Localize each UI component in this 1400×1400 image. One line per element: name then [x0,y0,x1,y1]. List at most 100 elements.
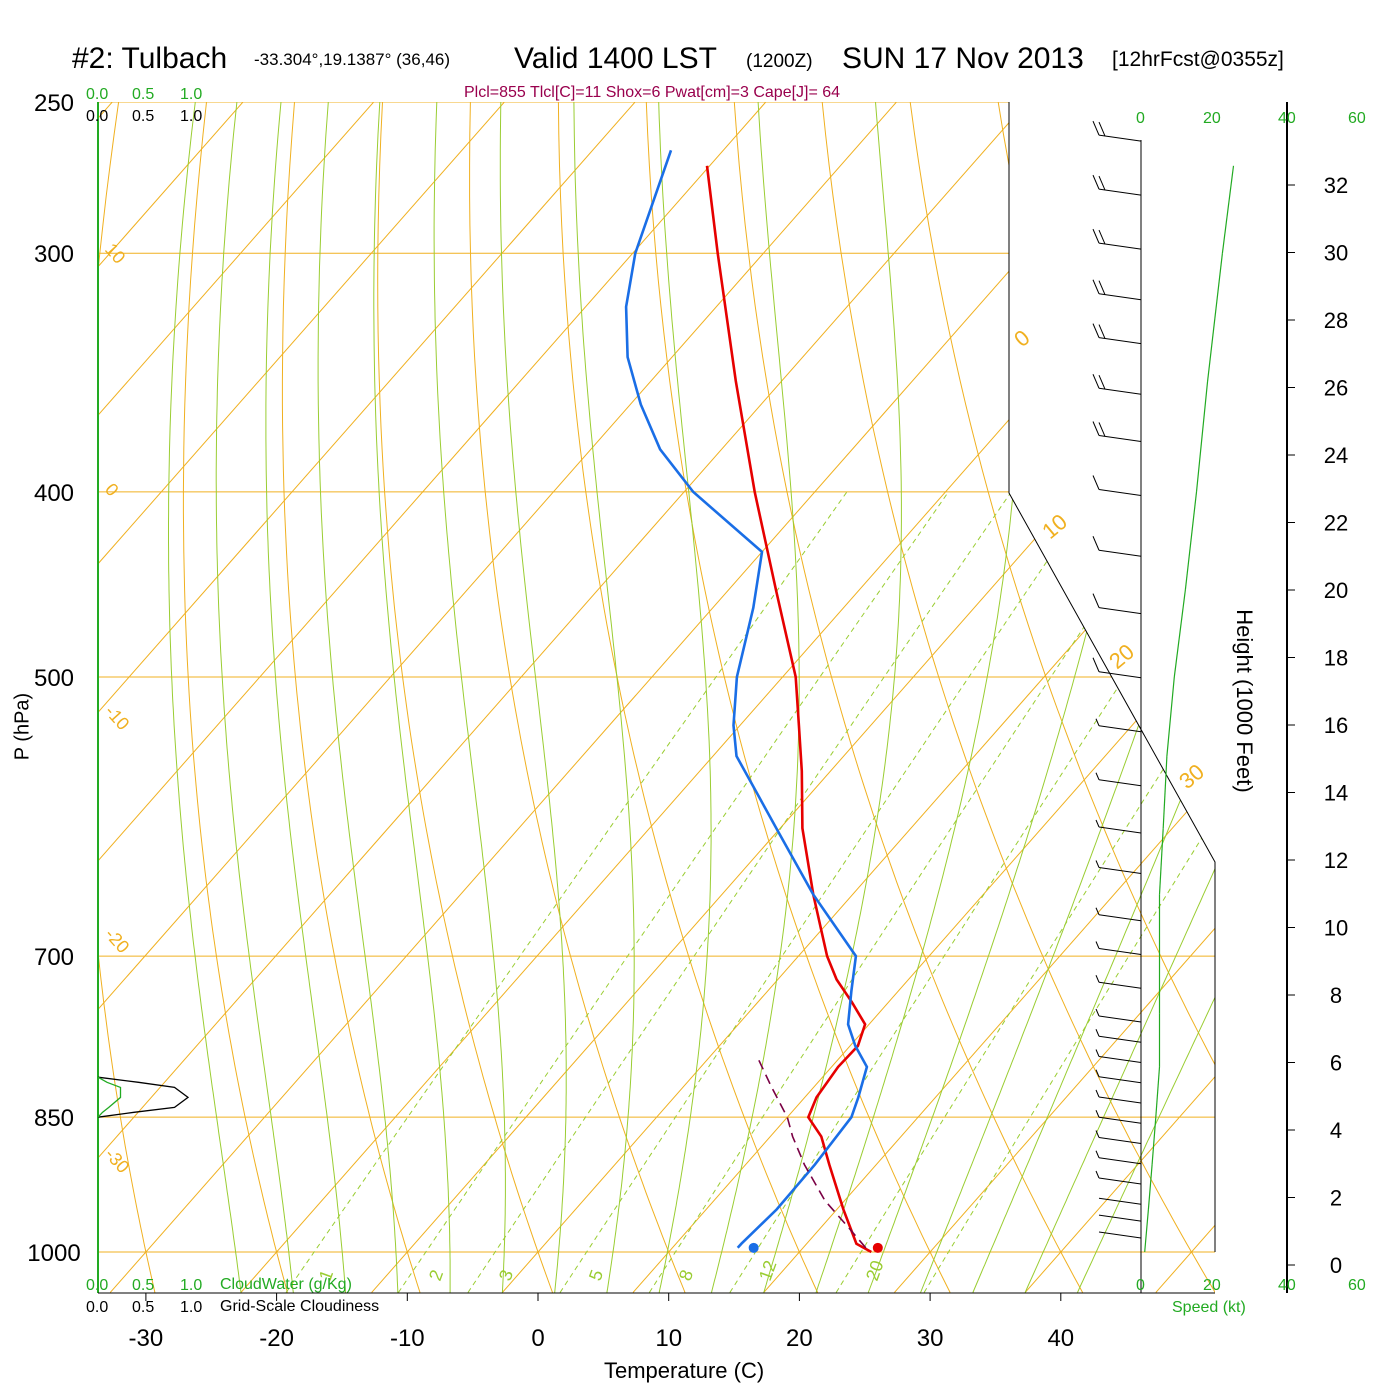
dry-adiabat-label: 20 [1104,639,1139,674]
temperature-tick-label: -20 [259,1325,294,1352]
mixing-ratio-line [397,491,949,1293]
temperature-tick-label: -30 [129,1325,164,1352]
cloudwater-tick-bottom-1: 0.5 [132,1277,155,1294]
wind-barb-half-feather [1095,1170,1100,1179]
isotherm-line [894,102,1215,1293]
moist-adiabat-line [657,102,712,1293]
stability-indices: Plcl=855 Tlcl[C]=11 Shox=6 Pwat[cm]=3 Ca… [464,84,841,101]
utc-time: (1200Z) [746,51,813,72]
height-tick-label: 32 [1324,173,1348,198]
speed-tick-top-3: 60 [1348,110,1366,127]
speed-tick-bottom-1: 20 [1203,1277,1221,1294]
wind-barb-half-feather [1095,941,1100,949]
mixing-ratio-line [923,491,1215,1293]
dry-adiabat-line [377,102,553,1293]
height-tick-label: 26 [1324,376,1348,401]
wind-barb-shaft [1098,549,1142,557]
speed-profile-segment [1158,828,1164,895]
temperature-tick-label: 10 [655,1325,682,1352]
cloudwater-tick-top-1: 0.5 [132,86,155,103]
wind-barb-shaft [1098,1214,1142,1222]
wind-barb-shaft [1098,1035,1142,1043]
wind-barb-feather [1092,374,1100,389]
isotherm-line [98,102,1058,1293]
mixing-ratio-label: 2 [425,1267,447,1283]
wind-barb-half-feather [1095,975,1100,983]
cloudwater-profile [97,1076,122,1118]
mixing-ratio-label: 5 [585,1267,607,1283]
wind-barb-shaft [1098,1015,1142,1023]
speed-profile-segment [1155,1066,1161,1118]
wind-barb-shaft [1098,981,1142,989]
wind-barb-half-feather [1095,1049,1100,1057]
isotherm-line [109,102,1189,1293]
cloudiness-tick-top-2: 1.0 [180,108,203,125]
moist-adiabat-line [972,102,1215,1293]
height-tick-label: 2 [1330,1186,1342,1211]
isotherm-line [0,68,11,1292]
wind-barb-feather [1092,228,1100,244]
dry-adiabat-line [731,102,1084,1293]
mixing-ratio-line [467,491,1012,1293]
wind-barb-half-feather [1095,1029,1100,1037]
height-tick-label: 8 [1330,983,1342,1008]
height-tick-label: 20 [1324,578,1348,603]
height-tick-label: 4 [1330,1118,1342,1143]
wind-barb-shaft [1098,867,1142,874]
wind-barb-shaft [1098,435,1142,442]
mixing-ratio-line [648,491,1175,1293]
wind-barb-shaft [1098,242,1142,250]
wind-barb-half-feather [1095,1069,1100,1077]
wind-barb-half-feather [1095,1130,1100,1138]
moist-adiabat-line [711,102,800,1293]
moist-adiabat-line [1024,102,1215,1293]
wind-barb-shaft [1098,188,1142,196]
mixing-ratio-line [285,491,848,1293]
speed-profile-segment [1195,381,1209,492]
cloudiness-label: Grid-Scale Cloudiness [220,1298,380,1315]
speed-axis-label: Speed (kt) [1172,1299,1246,1316]
wind-barb-feather [1092,323,1100,338]
isotherm-line [1024,102,1215,1293]
mixing-ratio-label: 8 [675,1267,697,1283]
wind-barb-shaft [1098,1116,1142,1124]
cloudiness-tick-bottom-2: 1.0 [180,1299,203,1316]
wind-barb-feather [1092,279,1100,294]
wind-barb-feather [1098,229,1106,245]
valid-date: SUN 17 Nov 2013 [842,42,1084,75]
height-tick-label: 16 [1324,713,1348,738]
dry-adiabat-label: 30 [1174,759,1209,794]
wind-barb-feather [1098,374,1106,390]
wind-barb-shaft [1098,1096,1142,1104]
wind-barb-feather [1092,475,1100,490]
mixing-ratio-line [729,491,1215,1293]
height-tick-label: 0 [1330,1253,1342,1278]
mixing-ratio-label: 20 [862,1258,888,1284]
height-tick-label: 10 [1324,916,1348,941]
isotherm-line [1155,102,1215,1293]
cloudiness-tick-top-0: 0.0 [86,108,109,125]
wind-barb-feather [1098,175,1106,191]
moist-adiabat-line [573,102,635,1293]
wind-barb-half-feather [1095,819,1100,828]
temperature-tick-label: 0 [531,1325,544,1352]
isotherm-line [763,102,1215,1293]
cloudiness-tick-bottom-1: 0.5 [132,1299,155,1316]
temperature-axis-title: Temperature (C) [604,1358,765,1383]
dry-adiabat-line [1166,102,1215,1293]
dewpoint-profile [624,149,869,1249]
wind-barb-shaft [1098,1177,1142,1185]
isotherm-line [98,102,535,1293]
height-tick-label: 12 [1324,848,1348,873]
speed-tick-bottom-3: 60 [1348,1277,1366,1294]
wind-barb-feather [1092,657,1100,672]
mixing-ratio-label: 12 [755,1258,781,1284]
wind-barb-shaft [1098,293,1142,301]
wind-barb-shaft [1098,607,1142,615]
wind-barb-half-feather [1095,1150,1100,1158]
wind-barb-shaft [1098,914,1142,922]
speed-tick-bottom-2: 40 [1278,1277,1296,1294]
wind-barb-feather [1092,593,1100,608]
wind-barb-feather [1098,422,1106,437]
wind-barb-shaft [1098,725,1142,733]
